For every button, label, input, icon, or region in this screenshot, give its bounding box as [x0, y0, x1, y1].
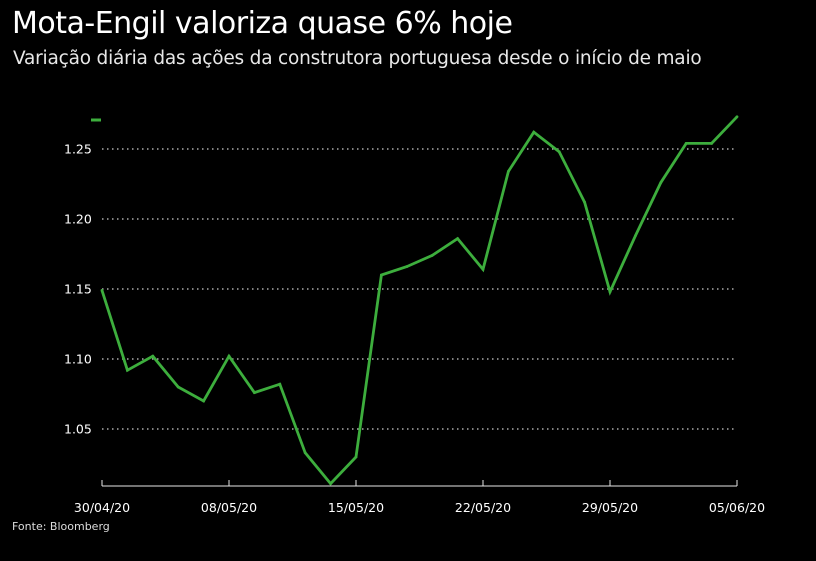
y-tick-label: 1.20 — [64, 212, 92, 227]
data-point — [507, 170, 510, 173]
data-point — [659, 181, 663, 185]
y-tick-label: 1.15 — [64, 282, 92, 297]
source-note: Fonte: Bloomberg — [12, 520, 110, 533]
data-point — [430, 254, 434, 257]
data-point — [151, 354, 155, 358]
y-tick-label: 1.05 — [64, 422, 92, 437]
data-point — [354, 455, 358, 459]
data-point — [608, 290, 612, 294]
x-tick-label: 29/05/20 — [582, 500, 638, 515]
chart-subtitle: Variação diária das ações da construtora… — [13, 48, 702, 69]
data-point — [303, 451, 307, 455]
data-point — [100, 289, 104, 292]
data-point — [583, 200, 586, 204]
data-point — [329, 482, 332, 485]
data-point — [634, 234, 637, 238]
x-tick-label: 30/04/20 — [74, 500, 130, 515]
x-tick-label: 08/05/20 — [201, 500, 257, 515]
data-point — [227, 354, 231, 358]
y-tick-label: 1.25 — [64, 142, 92, 157]
data-point — [710, 142, 713, 145]
series-line — [100, 115, 739, 486]
data-point — [481, 268, 485, 271]
data-point — [532, 130, 536, 134]
x-tick-label: 22/05/20 — [455, 500, 511, 515]
chart-title: Mota-Engil valoriza quase 6% hoje — [12, 6, 513, 41]
data-point — [405, 265, 409, 268]
x-tick-label: 05/06/20 — [709, 500, 765, 515]
x-tick-label: 15/05/20 — [328, 500, 384, 515]
data-point — [202, 399, 206, 403]
data-point — [557, 150, 561, 154]
data-point — [735, 115, 739, 119]
data-point — [126, 368, 129, 372]
data-point — [380, 273, 383, 277]
data-point — [253, 391, 256, 394]
y-tick-label: 1.10 — [64, 352, 92, 367]
data-point — [176, 385, 180, 389]
data-point — [684, 142, 688, 145]
data-point — [456, 237, 459, 241]
data-point — [278, 382, 282, 386]
